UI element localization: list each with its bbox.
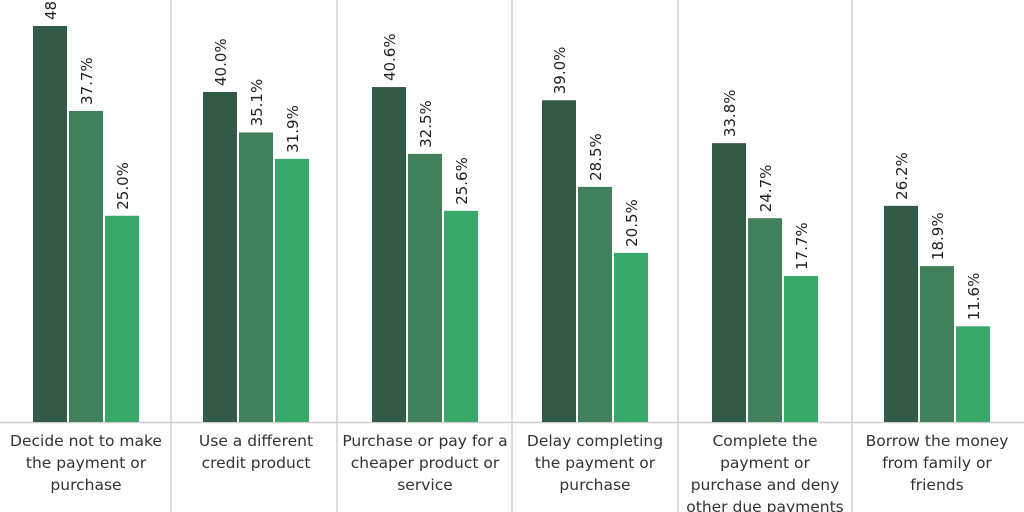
- bar: [408, 153, 442, 422]
- category-label: Decide not to make the payment or purchase: [10, 432, 162, 494]
- bar: [372, 87, 406, 423]
- bar: [239, 132, 273, 423]
- data-label: 11.6%: [965, 273, 983, 321]
- data-label: 17.7%: [793, 222, 811, 270]
- bar: [203, 92, 237, 422]
- bar: [33, 26, 67, 422]
- bar: [69, 110, 103, 422]
- bar: [614, 252, 648, 422]
- data-label: 20.5%: [623, 199, 641, 247]
- bar: [444, 210, 478, 422]
- bar: [884, 205, 918, 422]
- bar: [784, 275, 818, 422]
- data-label: 25.6%: [453, 157, 471, 205]
- category-label: Complete the payment or purchase and deny o…: [686, 432, 843, 512]
- category-label: Purchase or pay for a cheaper product or s…: [342, 432, 507, 494]
- data-label: 37.7%: [78, 57, 96, 105]
- bar: [275, 158, 309, 422]
- bar: [920, 266, 954, 422]
- data-label: 25.0%: [114, 162, 132, 210]
- category-label: Use a different credit product: [199, 432, 313, 472]
- data-label: 40.6%: [381, 33, 399, 81]
- bar: [956, 326, 990, 422]
- bar: [542, 100, 576, 422]
- data-label: 35.1%: [248, 79, 266, 127]
- data-label: 18.9%: [929, 212, 947, 260]
- data-label: 24.7%: [757, 165, 775, 213]
- data-label: 33.8%: [721, 89, 739, 137]
- data-label: 31.9%: [284, 105, 302, 153]
- category-label: Delay completing the payment or purchase: [527, 432, 663, 494]
- data-label: 39.0%: [551, 47, 569, 95]
- bar: [105, 215, 139, 422]
- data-label: 28.5%: [587, 133, 605, 181]
- data-label: 40.0%: [212, 38, 230, 86]
- data-label: 48.0%: [42, 0, 60, 20]
- data-label: 26.2%: [893, 152, 911, 200]
- bar: [712, 143, 746, 422]
- bar: [748, 218, 782, 422]
- data-label: 32.5%: [417, 100, 435, 148]
- category-label: Borrow the money from family or friends: [866, 432, 1009, 494]
- bar: [578, 186, 612, 422]
